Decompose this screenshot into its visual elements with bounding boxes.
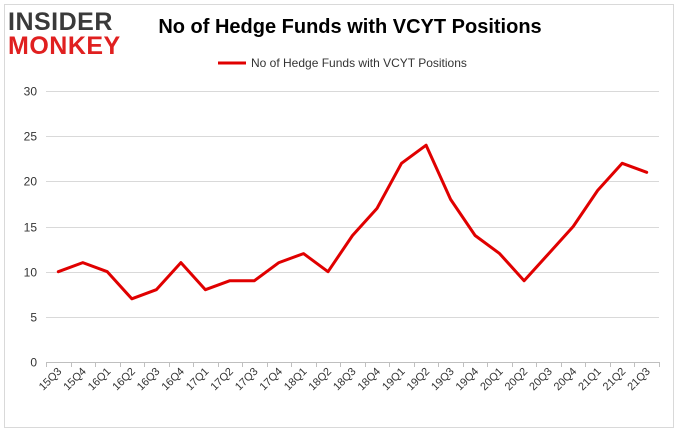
x-tick-label: 19Q4 xyxy=(454,366,482,394)
x-tick-label: 17Q1 xyxy=(184,366,212,394)
y-tick-label: 10 xyxy=(24,266,38,280)
x-tick-label: 21Q3 xyxy=(625,366,653,394)
x-tick-label: 20Q4 xyxy=(552,366,580,394)
x-tick-label: 18Q2 xyxy=(307,366,335,394)
x-tick-label: 19Q1 xyxy=(380,366,408,394)
y-axis: 0 5 10 15 20 25 30 xyxy=(24,85,38,370)
legend-label: No of Hedge Funds with VCYT Positions xyxy=(251,56,467,70)
x-tick-label: 15Q3 xyxy=(37,366,65,394)
x-tick-label: 19Q2 xyxy=(405,366,433,394)
chart-frame xyxy=(4,4,674,428)
chart-title: No of Hedge Funds with VCYT Positions xyxy=(158,16,542,38)
x-tick-label: 21Q1 xyxy=(576,366,604,394)
logo-line-1: INSIDER xyxy=(8,8,113,36)
x-tick-label: 17Q4 xyxy=(258,366,286,394)
series-line xyxy=(56,143,649,301)
insider-monkey-logo: INSIDER MONKEY xyxy=(8,8,128,60)
gridlines xyxy=(46,91,659,363)
x-tick-label: 16Q3 xyxy=(135,366,163,394)
y-tick-label: 15 xyxy=(24,221,38,235)
x-tick-label: 20Q2 xyxy=(503,366,531,394)
x-tick-label: 20Q1 xyxy=(478,366,506,394)
x-tick-label: 17Q2 xyxy=(208,366,236,394)
logo-line-2: MONKEY xyxy=(8,32,121,60)
x-tick-label: 20Q3 xyxy=(527,366,555,394)
series-layer xyxy=(56,143,649,301)
x-tick-label: 18Q1 xyxy=(282,366,310,394)
x-tick-label: 18Q4 xyxy=(356,366,384,394)
x-tick-label: 16Q2 xyxy=(110,366,138,394)
x-tick-label: 19Q3 xyxy=(429,366,457,394)
x-tick-label: 16Q4 xyxy=(159,366,187,394)
x-tick-label: 15Q4 xyxy=(61,366,89,394)
y-tick-label: 5 xyxy=(30,311,37,325)
x-tick-label: 16Q1 xyxy=(86,366,114,394)
y-tick-label: 30 xyxy=(24,85,38,99)
x-tick-label: 18Q3 xyxy=(331,366,359,394)
y-tick-label: 0 xyxy=(30,356,37,370)
y-tick-label: 25 xyxy=(24,130,38,144)
x-tick-label: 21Q2 xyxy=(601,366,629,394)
x-axis: 15Q315Q416Q116Q216Q316Q417Q117Q217Q317Q4… xyxy=(37,362,660,393)
legend: No of Hedge Funds with VCYT Positions xyxy=(218,56,467,70)
x-tick-label: 17Q3 xyxy=(233,366,261,394)
y-tick-label: 20 xyxy=(24,175,38,189)
